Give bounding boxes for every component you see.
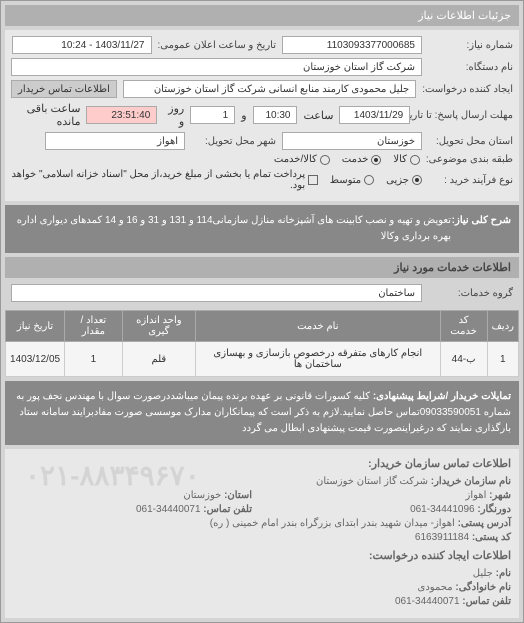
th-date: تاریخ نیاز bbox=[6, 311, 65, 342]
radio-both-label: کالا/خدمت bbox=[274, 154, 317, 165]
radio-medium[interactable]: متوسط bbox=[330, 175, 374, 186]
ccity-label: شهر: bbox=[489, 490, 511, 501]
zip-value: 6163911184 bbox=[415, 532, 469, 543]
contact-button[interactable]: اطلاعات تماس خریدار bbox=[11, 80, 117, 98]
th-qty: تعداد / مقدار bbox=[65, 311, 123, 342]
services-table: ردیف کد خدمت نام خدمت واحد اندازه گیری ت… bbox=[5, 310, 519, 377]
group-label: گروه خدمات: bbox=[428, 288, 513, 299]
province-field: خوزستان bbox=[282, 132, 422, 150]
radio-goods[interactable]: کالا bbox=[393, 154, 420, 165]
creator-label: ایجاد کننده درخواست: bbox=[422, 84, 513, 95]
radio-goods-label: کالا bbox=[393, 154, 407, 165]
time-label: ساعت bbox=[303, 109, 333, 122]
category-label: طبقه بندی موضوعی: bbox=[426, 154, 513, 165]
postal-label: آدرس پستی: bbox=[458, 518, 511, 529]
contact-section: ۰۲۱-۸۸۳۴۹۶۷۰ اطلاعات تماس سازمان خریدار:… bbox=[5, 449, 519, 618]
td-qty: 1 bbox=[65, 342, 123, 377]
req-number-label: شماره نیاز: bbox=[428, 40, 513, 51]
page-header: جزئیات اطلاعات نیاز bbox=[5, 5, 519, 26]
process-label: نوع فرآیند خرید : bbox=[428, 175, 513, 186]
days-label: روز و bbox=[163, 102, 184, 128]
td-row: 1 bbox=[487, 342, 518, 377]
note-label: تمایلات خریدار /شرایط پیشنهادی: bbox=[373, 391, 511, 402]
contact-title: اطلاعات تماس سازمان خریدار: bbox=[13, 457, 511, 470]
org-value: شرکت گاز استان خوزستان bbox=[316, 476, 428, 487]
creator-field: جلیل محمودی کارمند منابع انسانی شرکت گاز… bbox=[123, 80, 416, 98]
province-label: استان محل تحویل: bbox=[428, 136, 513, 147]
td-unit: قلم bbox=[122, 342, 195, 377]
ccity-value: اهواز bbox=[466, 490, 487, 501]
announce-field: 1403/11/27 - 10:24 bbox=[12, 36, 152, 54]
description-label: شرح کلی نیاز: bbox=[451, 213, 511, 245]
and-label: و bbox=[241, 109, 246, 122]
device-field: شرکت گاز استان خوزستان bbox=[11, 58, 422, 76]
fax-value: 34441096-061 bbox=[410, 504, 475, 515]
td-name: انجام کارهای متفرقه درخصوص بازسازی و بهس… bbox=[196, 342, 441, 377]
announce-label: تاریخ و ساعت اعلان عمومی: bbox=[158, 40, 277, 51]
process-note: پرداخت تمام یا بخشی از مبلغ خرید،از محل … bbox=[11, 169, 305, 191]
group-field: ساختمان bbox=[11, 284, 422, 302]
radio-service[interactable]: خدمت bbox=[342, 154, 382, 165]
device-label: نام دستگاه: bbox=[428, 62, 513, 73]
services-section-title: اطلاعات خدمات مورد نیاز bbox=[5, 257, 519, 278]
radio-dot-icon bbox=[320, 155, 330, 165]
deadline-date-field: 1403/11/29 bbox=[339, 106, 410, 124]
radio-medium-label: متوسط bbox=[330, 175, 361, 186]
lastname-value: محمودی bbox=[418, 582, 453, 593]
th-row: ردیف bbox=[487, 311, 518, 342]
cphone-label: تلفن تماس: bbox=[462, 596, 511, 607]
description-box: شرح کلی نیاز: تعویض و تهیه و نصب کابینت … bbox=[5, 205, 519, 253]
name-label: نام: bbox=[496, 568, 511, 579]
checkbox-treasury[interactable]: پرداخت تمام یا بخشی از مبلغ خرید،از محل … bbox=[11, 169, 318, 191]
lastname-label: نام خانوادگی: bbox=[455, 582, 511, 593]
radio-both[interactable]: کالا/خدمت bbox=[274, 154, 330, 165]
th-name: نام خدمت bbox=[196, 311, 441, 342]
radio-dot-icon bbox=[410, 155, 420, 165]
radio-dot-icon bbox=[371, 155, 381, 165]
days-field: 1 bbox=[190, 106, 235, 124]
phone-value: 34440071-061 bbox=[136, 504, 201, 515]
radio-small[interactable]: جزیی bbox=[386, 175, 422, 186]
remain-label: ساعت باقی مانده bbox=[11, 102, 80, 128]
fax-label: دورنگار: bbox=[477, 504, 511, 515]
th-unit: واحد اندازه گیری bbox=[122, 311, 195, 342]
checkbox-icon bbox=[308, 175, 318, 185]
deadline-label: مهلت ارسال پاسخ: تا تاریخ: bbox=[416, 110, 513, 121]
phone-label: تلفن تماس: bbox=[203, 504, 252, 515]
zip-label: کد پستی: bbox=[472, 532, 511, 543]
radio-dot-icon bbox=[364, 175, 374, 185]
th-code: کد خدمت bbox=[440, 311, 487, 342]
deadline-time-field: 10:30 bbox=[253, 106, 298, 124]
td-code: ب-44 bbox=[440, 342, 487, 377]
remain-time-field: 23:51:40 bbox=[86, 106, 157, 124]
city-label: شهر محل تحویل: bbox=[191, 136, 276, 147]
postal-value: اهواز- میدان شهید بندر ابتدای بزرگراه بن… bbox=[210, 518, 455, 529]
city-field: اهواز bbox=[45, 132, 185, 150]
table-row: 1 ب-44 انجام کارهای متفرقه درخصوص بازساز… bbox=[6, 342, 519, 377]
td-date: 1403/12/05 bbox=[6, 342, 65, 377]
radio-service-label: خدمت bbox=[342, 154, 369, 165]
radio-small-label: جزیی bbox=[386, 175, 409, 186]
req-number-field: 1103093377000685 bbox=[282, 36, 422, 54]
cprovince-label: استان: bbox=[224, 490, 252, 501]
note-box: تمایلات خریدار /شرایط پیشنهادی: کلیه کسو… bbox=[5, 381, 519, 445]
creator-section-title: اطلاعات ایجاد کننده درخواست: bbox=[13, 549, 511, 562]
form-section: شماره نیاز: 1103093377000685 تاریخ و ساع… bbox=[5, 30, 519, 201]
description-text: تعویض و تهیه و نصب کابینت های آشپزخانه م… bbox=[13, 213, 451, 245]
cprovince-value: خوزستان bbox=[183, 490, 221, 501]
cphone-value: 34440071-061 bbox=[395, 596, 460, 607]
radio-dot-icon bbox=[412, 175, 422, 185]
name-value: جلیل bbox=[473, 568, 493, 579]
org-label: نام سازمان خریدار: bbox=[431, 476, 511, 487]
